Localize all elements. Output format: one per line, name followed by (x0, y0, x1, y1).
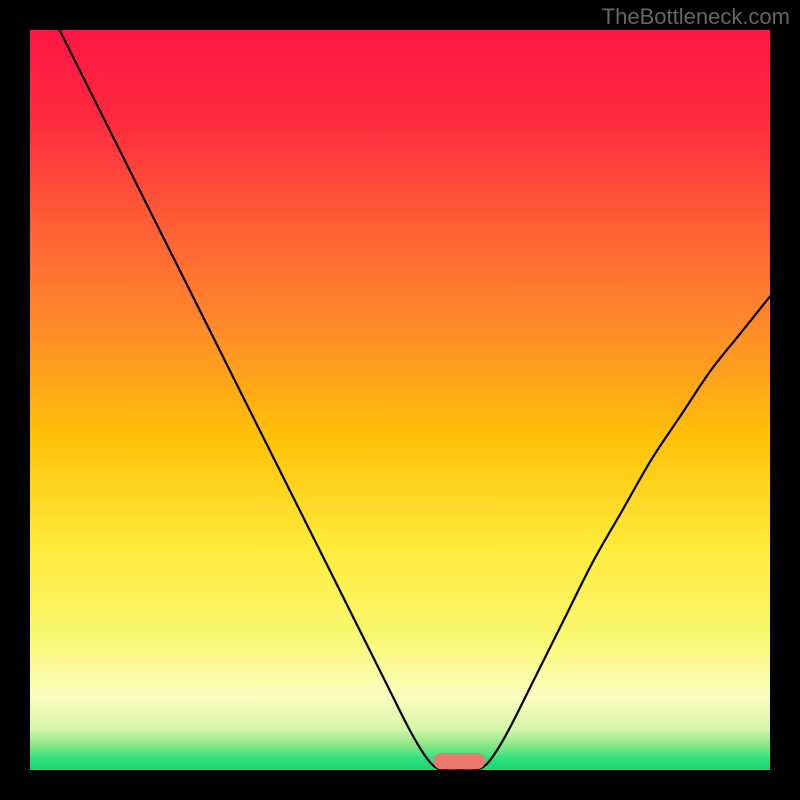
watermark-text: TheBottleneck.com (602, 4, 790, 30)
optimum-marker (433, 753, 485, 769)
bottleneck-chart (0, 0, 800, 800)
chart-container: TheBottleneck.com (0, 0, 800, 800)
plot-background (30, 30, 770, 770)
